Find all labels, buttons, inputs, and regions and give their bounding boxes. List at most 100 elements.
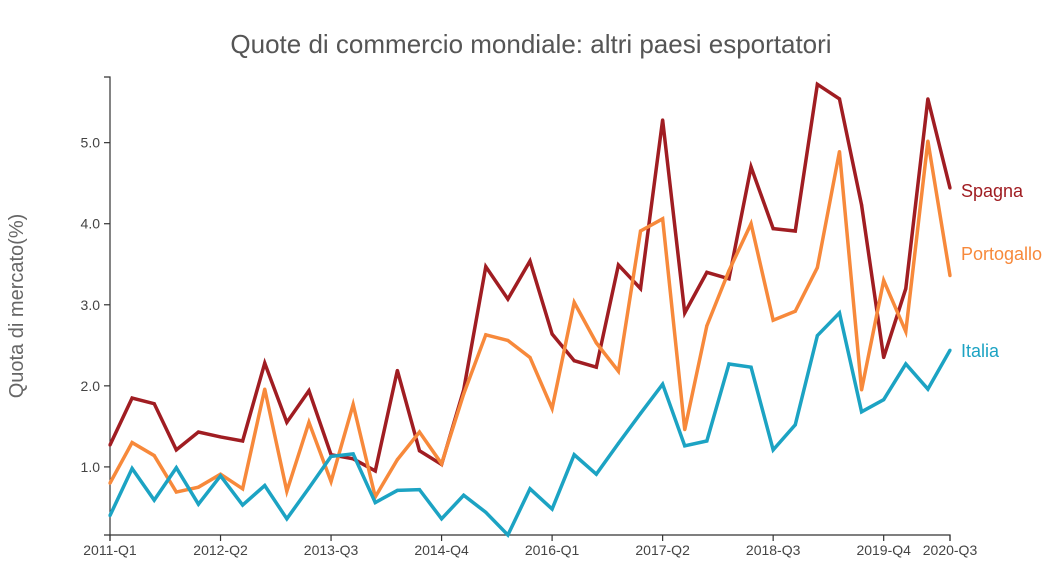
y-axis-line bbox=[104, 76, 111, 536]
italia-point bbox=[948, 348, 952, 352]
italia-point bbox=[926, 387, 930, 391]
portogallo-point bbox=[837, 149, 842, 154]
portogallo-point bbox=[528, 355, 532, 360]
portogallo-point bbox=[285, 489, 289, 493]
portogallo-point bbox=[395, 458, 399, 462]
portogallo-point bbox=[948, 274, 952, 278]
x-axis-line bbox=[109, 534, 951, 541]
portogallo-point bbox=[196, 485, 201, 489]
portogallo-point bbox=[174, 490, 178, 494]
italia-point bbox=[705, 439, 709, 443]
spagna-point bbox=[174, 448, 178, 452]
italia-point bbox=[395, 488, 399, 493]
italia-point bbox=[683, 444, 687, 448]
y-tick-label: 5.0 bbox=[81, 135, 101, 151]
italia-point bbox=[727, 362, 731, 366]
axes: 1.0 2.0 3.0 4.0 5.0 2011-Q1 2012-Q2 2013-Q3 2014… bbox=[81, 76, 978, 558]
spagna-point bbox=[837, 97, 842, 101]
portogallo-point bbox=[417, 430, 422, 434]
portogallo-point bbox=[152, 453, 156, 458]
italia-point bbox=[771, 448, 775, 452]
spagna-point bbox=[417, 449, 422, 453]
spagna-point bbox=[263, 361, 267, 365]
x-tick-label: 2020-Q3 bbox=[923, 542, 978, 558]
portogallo-point bbox=[926, 139, 930, 143]
portogallo-point bbox=[241, 487, 245, 491]
portogallo-point bbox=[572, 300, 576, 304]
portogallo-points bbox=[108, 139, 952, 499]
italia-points bbox=[108, 311, 952, 537]
portogallo-point bbox=[130, 440, 134, 445]
italia-point bbox=[484, 510, 488, 514]
portogallo-point bbox=[749, 222, 753, 226]
x-tick-label: 2018-Q3 bbox=[746, 542, 801, 558]
italia-point bbox=[749, 365, 753, 369]
y-tick-label: 1.0 bbox=[81, 459, 101, 475]
portogallo-point bbox=[727, 269, 731, 273]
series-labels: Spagna Portogallo Italia bbox=[961, 181, 1042, 361]
spagna-point bbox=[882, 355, 886, 360]
italia-point bbox=[661, 382, 665, 386]
spagna-point bbox=[484, 265, 488, 269]
y-axis-label: Quota di mercato(%) bbox=[6, 214, 28, 399]
italia-point bbox=[285, 517, 289, 521]
portogallo-point bbox=[506, 338, 510, 343]
italia-point bbox=[152, 498, 156, 502]
italia-point bbox=[572, 453, 576, 457]
italia-point bbox=[793, 423, 797, 427]
portogallo-point bbox=[793, 309, 797, 313]
spagna-point bbox=[926, 97, 930, 101]
spagna-point bbox=[285, 420, 289, 424]
spagna-point bbox=[218, 435, 223, 439]
portogallo-point bbox=[638, 229, 643, 233]
spagna-point bbox=[241, 439, 245, 443]
spagna-point bbox=[859, 203, 864, 207]
spagna-point bbox=[771, 226, 775, 231]
portogallo-point bbox=[550, 406, 554, 411]
italia-point bbox=[196, 502, 201, 506]
spagna-point bbox=[793, 229, 797, 233]
italia-point bbox=[815, 333, 819, 338]
spagna-point bbox=[307, 389, 311, 393]
italia-point bbox=[594, 472, 598, 476]
spagna-point bbox=[373, 469, 377, 473]
italia-point bbox=[263, 483, 267, 488]
italia-point bbox=[329, 454, 333, 458]
y-tick-label: 4.0 bbox=[81, 216, 101, 232]
spagna-point bbox=[594, 365, 598, 369]
italia-point bbox=[837, 311, 842, 315]
x-tick-label: 2017-Q2 bbox=[635, 542, 690, 558]
portogallo-point bbox=[661, 217, 665, 221]
portogallo-point bbox=[351, 402, 355, 407]
chart-title: Quote di commercio mondiale: altri paesi… bbox=[230, 29, 831, 59]
portogallo-point bbox=[462, 392, 466, 396]
italia-point bbox=[859, 410, 864, 414]
spagna-point bbox=[661, 118, 665, 122]
portogallo-point bbox=[263, 387, 267, 391]
italia-point bbox=[439, 517, 444, 521]
italia-point bbox=[351, 452, 355, 456]
italia-point bbox=[638, 411, 643, 416]
spagna-point bbox=[572, 359, 576, 363]
italia-point bbox=[528, 487, 532, 491]
italia-point bbox=[108, 513, 112, 518]
series-label-portogallo: Portogallo bbox=[961, 244, 1042, 264]
spagna-point bbox=[705, 270, 709, 274]
portogallo-point bbox=[882, 278, 886, 283]
spagna-point bbox=[528, 259, 532, 263]
spagna-point bbox=[550, 332, 554, 336]
italia-point bbox=[218, 474, 223, 478]
x-tick-label: 2012-Q2 bbox=[193, 542, 248, 558]
y-tick-label: 2.0 bbox=[81, 378, 101, 394]
series-line-portogallo bbox=[108, 140, 952, 502]
italia-point bbox=[373, 500, 377, 505]
portogallo-point bbox=[439, 462, 444, 466]
series-line-spagna bbox=[108, 81, 952, 474]
spagna-point bbox=[130, 396, 134, 400]
italia-point bbox=[882, 398, 886, 402]
italia-point bbox=[130, 466, 134, 471]
spagna-point bbox=[108, 443, 112, 447]
italia-point bbox=[904, 362, 908, 366]
